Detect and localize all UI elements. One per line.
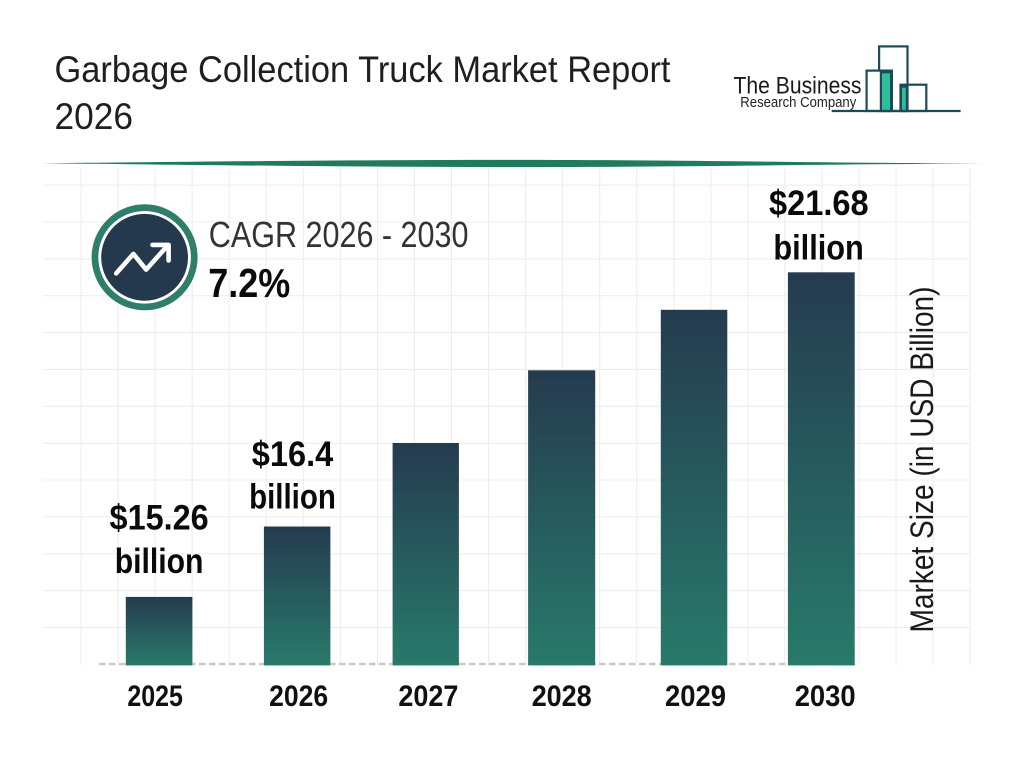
svg-text:billion: billion (773, 228, 864, 267)
svg-text:2029: 2029 (665, 680, 726, 713)
svg-text:CAGR 2026 - 2030: CAGR 2026 - 2030 (209, 214, 469, 255)
svg-text:2027: 2027 (398, 680, 458, 713)
svg-text:2026: 2026 (55, 96, 134, 137)
svg-text:2026: 2026 (269, 680, 328, 713)
svg-text:$21.68: $21.68 (769, 184, 869, 223)
svg-text:Garbage Collection Truck Marke: Garbage Collection Truck Market Report (55, 49, 672, 90)
svg-text:Research Company: Research Company (740, 95, 857, 111)
svg-text:billion: billion (115, 542, 204, 581)
svg-text:2028: 2028 (532, 680, 592, 713)
svg-text:7.2%: 7.2% (208, 260, 290, 306)
svg-text:billion: billion (249, 478, 336, 517)
svg-text:$15.26: $15.26 (110, 499, 209, 538)
svg-text:2030: 2030 (795, 680, 856, 713)
svg-text:The Business: The Business (734, 72, 862, 99)
svg-text:2025: 2025 (127, 680, 183, 713)
svg-text:Market Size (in USD Billion): Market Size (in USD Billion) (904, 287, 940, 633)
svg-text:$16.4: $16.4 (252, 435, 334, 474)
